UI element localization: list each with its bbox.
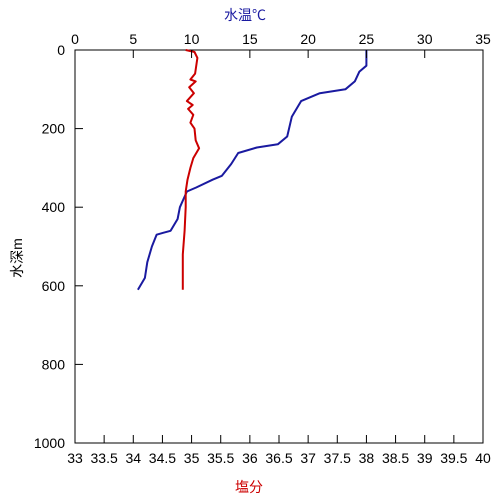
left-tick-label: 200 <box>42 121 66 137</box>
bottom-tick-label: 35.5 <box>207 450 234 466</box>
top-tick-label: 10 <box>184 31 200 47</box>
top-tick-label: 0 <box>71 31 79 47</box>
bottom-tick-label: 34 <box>125 450 141 466</box>
salinity-line <box>181 49 201 290</box>
top-axis-temperature: 0 5 10 15 20 25 30 35 <box>71 31 491 58</box>
series-layer <box>137 49 368 291</box>
top-tick-label: 30 <box>417 31 433 47</box>
left-axis-depth: 0 200 400 600 800 1000 <box>34 42 83 451</box>
bottom-tick-label: 38.5 <box>382 450 409 466</box>
top-tick-label: 15 <box>242 31 258 47</box>
bottom-tick-label: 33.5 <box>91 450 118 466</box>
bottom-axis-salinity: 33 33.5 34 34.5 35 35.5 36 36.5 37 37.5 38 38.5 39 39… <box>67 435 491 466</box>
bottom-tick-label: 36.5 <box>265 450 292 466</box>
bottom-tick-label: 37.5 <box>324 450 351 466</box>
top-tick-label: 5 <box>129 31 137 47</box>
bottom-tick-label: 39.5 <box>440 450 467 466</box>
top-tick-label: 25 <box>359 31 375 47</box>
bottom-tick-label: 34.5 <box>149 450 176 466</box>
left-tick-label: 600 <box>42 278 66 294</box>
bottom-tick-label: 35 <box>184 450 200 466</box>
bottom-tick-label: 36 <box>242 450 258 466</box>
left-axis-title: 水深m <box>9 238 25 278</box>
top-tick-label: 35 <box>475 31 491 47</box>
top-axis-title: 水温℃ <box>224 7 266 23</box>
bottom-tick-label: 33 <box>67 450 83 466</box>
bottom-tick-label: 37 <box>300 450 316 466</box>
bottom-tick-label: 38 <box>359 450 375 466</box>
bottom-tick-label: 40 <box>475 450 491 466</box>
left-tick-label: 1000 <box>34 435 65 451</box>
left-tick-label: 800 <box>42 356 66 372</box>
top-tick-label: 20 <box>300 31 316 47</box>
bottom-tick-label: 39 <box>417 450 433 466</box>
left-tick-label: 0 <box>57 42 65 58</box>
left-tick-label: 400 <box>42 199 66 215</box>
temperature-line <box>137 50 368 291</box>
bottom-axis-title: 塩分 <box>235 479 263 495</box>
